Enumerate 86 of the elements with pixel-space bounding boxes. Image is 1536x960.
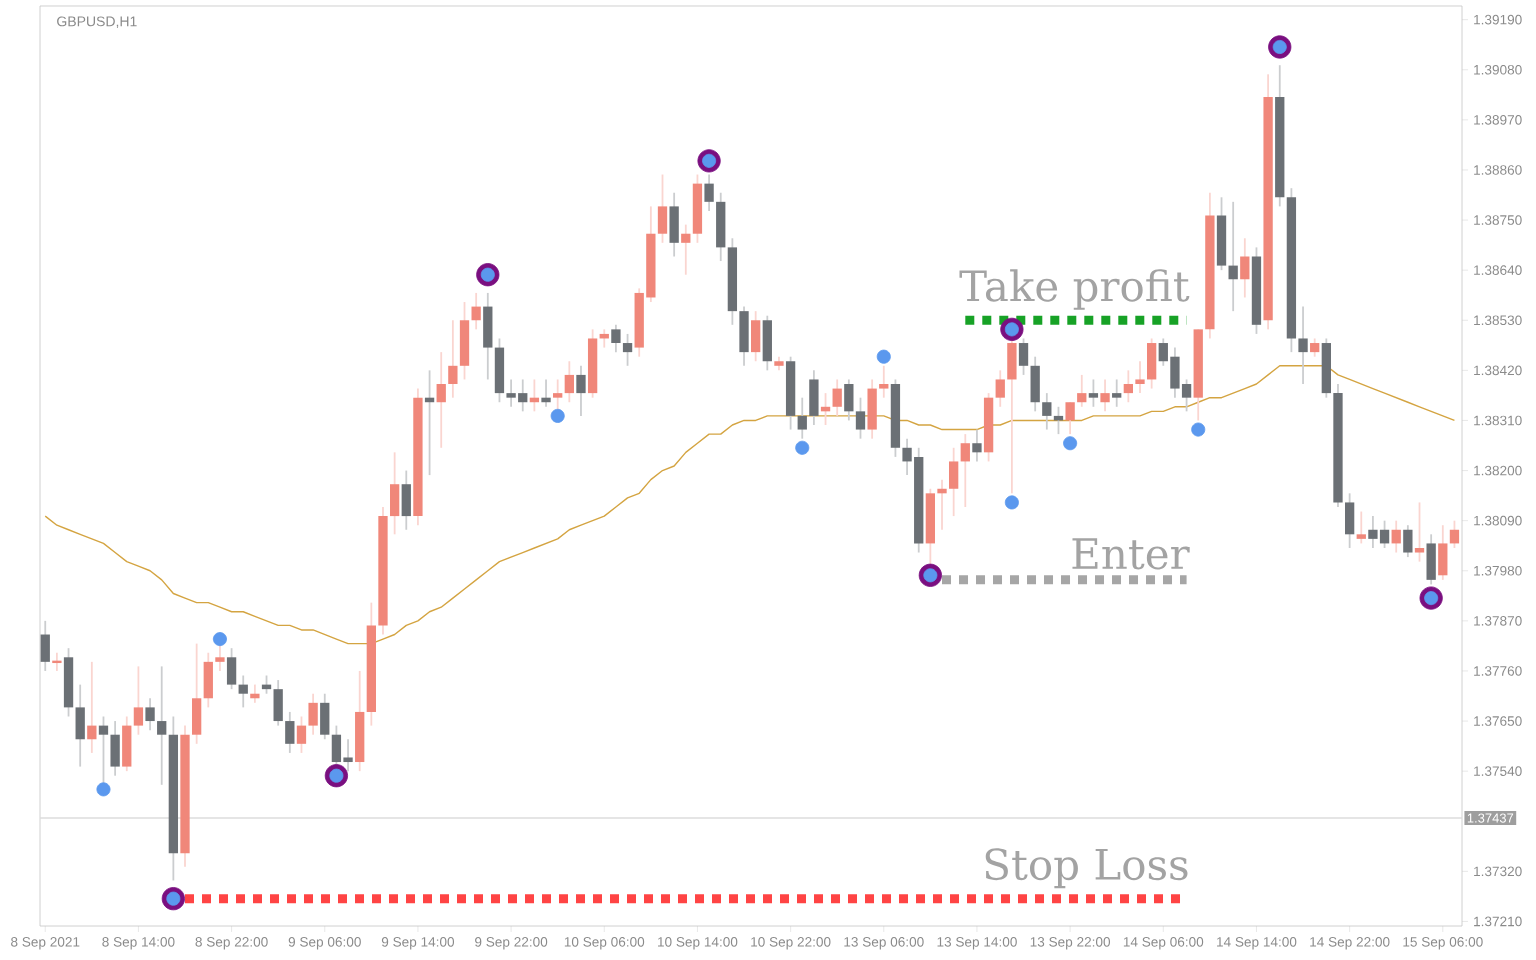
candlestick bbox=[1065, 401, 1075, 436]
point bbox=[1191, 422, 1206, 437]
candlestick bbox=[1135, 360, 1145, 395]
candlestick bbox=[576, 364, 586, 417]
candlestick bbox=[203, 651, 213, 709]
candlestick bbox=[75, 683, 85, 768]
candlestick bbox=[1030, 355, 1040, 413]
candlestick bbox=[1449, 519, 1460, 549]
candlestick bbox=[1146, 337, 1157, 390]
candlestick bbox=[762, 314, 772, 372]
candlestick bbox=[285, 711, 295, 754]
candlestick bbox=[1100, 378, 1110, 413]
candlestick bbox=[879, 364, 889, 399]
candlestick bbox=[797, 396, 807, 440]
candlestick bbox=[87, 660, 97, 754]
candlestick bbox=[1426, 533, 1436, 586]
candlestick bbox=[832, 378, 842, 417]
candlestick bbox=[1088, 378, 1099, 408]
point bbox=[1004, 495, 1019, 510]
series-label: Stop Loss bbox=[985, 848, 1188, 889]
candlestick bbox=[995, 369, 1005, 408]
candlestick bbox=[1077, 374, 1087, 408]
point bbox=[795, 440, 810, 455]
candlestick bbox=[1298, 305, 1308, 385]
candlestick bbox=[669, 191, 679, 258]
candlestick bbox=[436, 351, 446, 449]
candlestick bbox=[494, 337, 505, 404]
candlestick bbox=[1356, 510, 1366, 545]
candlestick bbox=[389, 451, 400, 536]
candlestick bbox=[1403, 524, 1413, 558]
series-label: Enter bbox=[1072, 538, 1190, 570]
candlestick bbox=[844, 378, 854, 422]
point bbox=[550, 408, 565, 423]
point bbox=[1063, 436, 1078, 451]
candlestick bbox=[308, 692, 318, 736]
candlestick bbox=[1112, 378, 1122, 408]
candlestick bbox=[564, 360, 574, 404]
point bbox=[876, 349, 891, 364]
candlestick bbox=[191, 642, 202, 745]
candlestick bbox=[716, 191, 726, 262]
candlestick bbox=[1414, 501, 1425, 563]
candlestick bbox=[471, 292, 481, 331]
candlestick bbox=[273, 679, 283, 727]
candlestick bbox=[1018, 337, 1029, 376]
candlestick bbox=[541, 378, 551, 408]
candlestick bbox=[1123, 369, 1133, 404]
candlestick bbox=[1228, 200, 1238, 313]
point bbox=[96, 782, 111, 797]
candlestick bbox=[867, 378, 877, 440]
candlestick bbox=[1042, 392, 1052, 431]
candlestick bbox=[157, 665, 167, 786]
candlestick bbox=[739, 305, 749, 367]
candlestick bbox=[949, 446, 959, 517]
candlestick bbox=[681, 223, 691, 276]
candlestick bbox=[704, 173, 714, 212]
point bbox=[212, 632, 227, 647]
candlestick bbox=[250, 683, 260, 704]
candlestick bbox=[622, 333, 633, 367]
candlestick bbox=[320, 692, 330, 741]
candlestick bbox=[122, 715, 132, 773]
candlestick bbox=[1391, 519, 1401, 554]
candlestick bbox=[751, 310, 761, 363]
candlestick bbox=[448, 319, 458, 399]
candlestick bbox=[809, 369, 819, 426]
candlestick bbox=[960, 433, 970, 508]
candlestick bbox=[483, 292, 493, 381]
candlestick bbox=[657, 173, 668, 244]
candlestick bbox=[937, 478, 947, 531]
candlestick bbox=[1438, 524, 1448, 581]
candlestick bbox=[1007, 337, 1017, 495]
series-label: Take profit bbox=[959, 269, 1190, 310]
candlestick bbox=[611, 323, 621, 354]
candlestick bbox=[972, 428, 982, 463]
candlestick bbox=[1344, 492, 1355, 549]
candlestick bbox=[133, 665, 144, 736]
candlestick bbox=[238, 674, 248, 709]
candlestick bbox=[855, 396, 866, 440]
candlestick bbox=[1240, 237, 1250, 299]
candlestick bbox=[1310, 337, 1320, 358]
candlestick bbox=[296, 715, 307, 754]
candlestick bbox=[110, 720, 120, 777]
candlestick bbox=[459, 301, 470, 381]
candlestick bbox=[401, 469, 411, 531]
candlestick bbox=[145, 697, 155, 732]
candlestick bbox=[226, 647, 237, 691]
candlestick bbox=[51, 651, 63, 672]
